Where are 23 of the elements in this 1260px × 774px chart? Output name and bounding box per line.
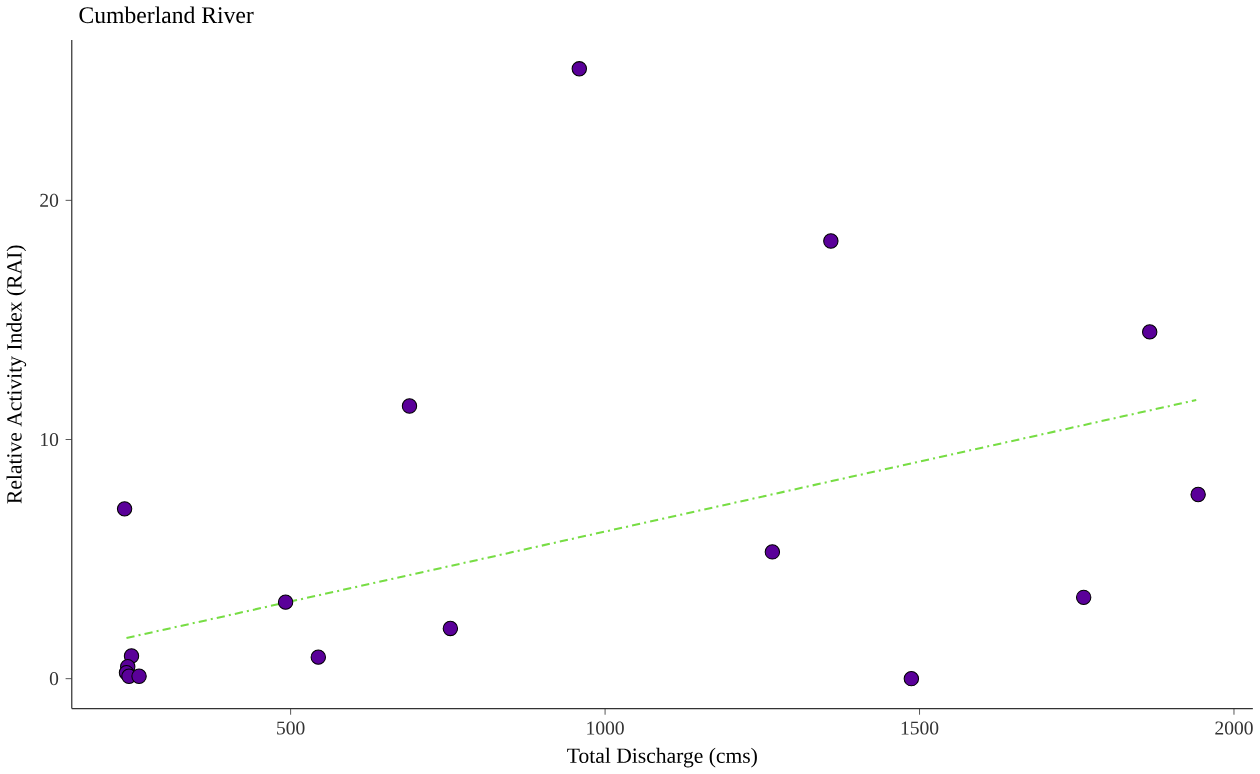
chart-title: Cumberland River: [79, 6, 254, 24]
point: [131, 668, 147, 684]
point: [823, 233, 839, 249]
point: [571, 61, 588, 77]
point: [310, 649, 327, 665]
y-axis-title: Relative Activity Index (RAI): [6, 245, 27, 504]
y-tick-label: 10: [41, 432, 59, 447]
point: [442, 620, 459, 637]
y-tick-label: 20: [40, 193, 59, 207]
x-tick-label: 1000: [587, 721, 624, 735]
point: [764, 544, 781, 560]
point: [1142, 324, 1158, 340]
x-tick-label: 1500: [901, 721, 939, 735]
x-axis-title: Total Discharge (cms): [567, 747, 757, 768]
point: [903, 670, 920, 687]
y-tick-label: 0: [49, 672, 59, 686]
x-tick-label: 500: [277, 721, 305, 735]
point: [1075, 589, 1092, 606]
x-tick-label: 2000: [1215, 721, 1253, 735]
point: [277, 594, 294, 610]
point: [116, 501, 133, 517]
point: [401, 398, 418, 414]
point: [1190, 486, 1206, 503]
